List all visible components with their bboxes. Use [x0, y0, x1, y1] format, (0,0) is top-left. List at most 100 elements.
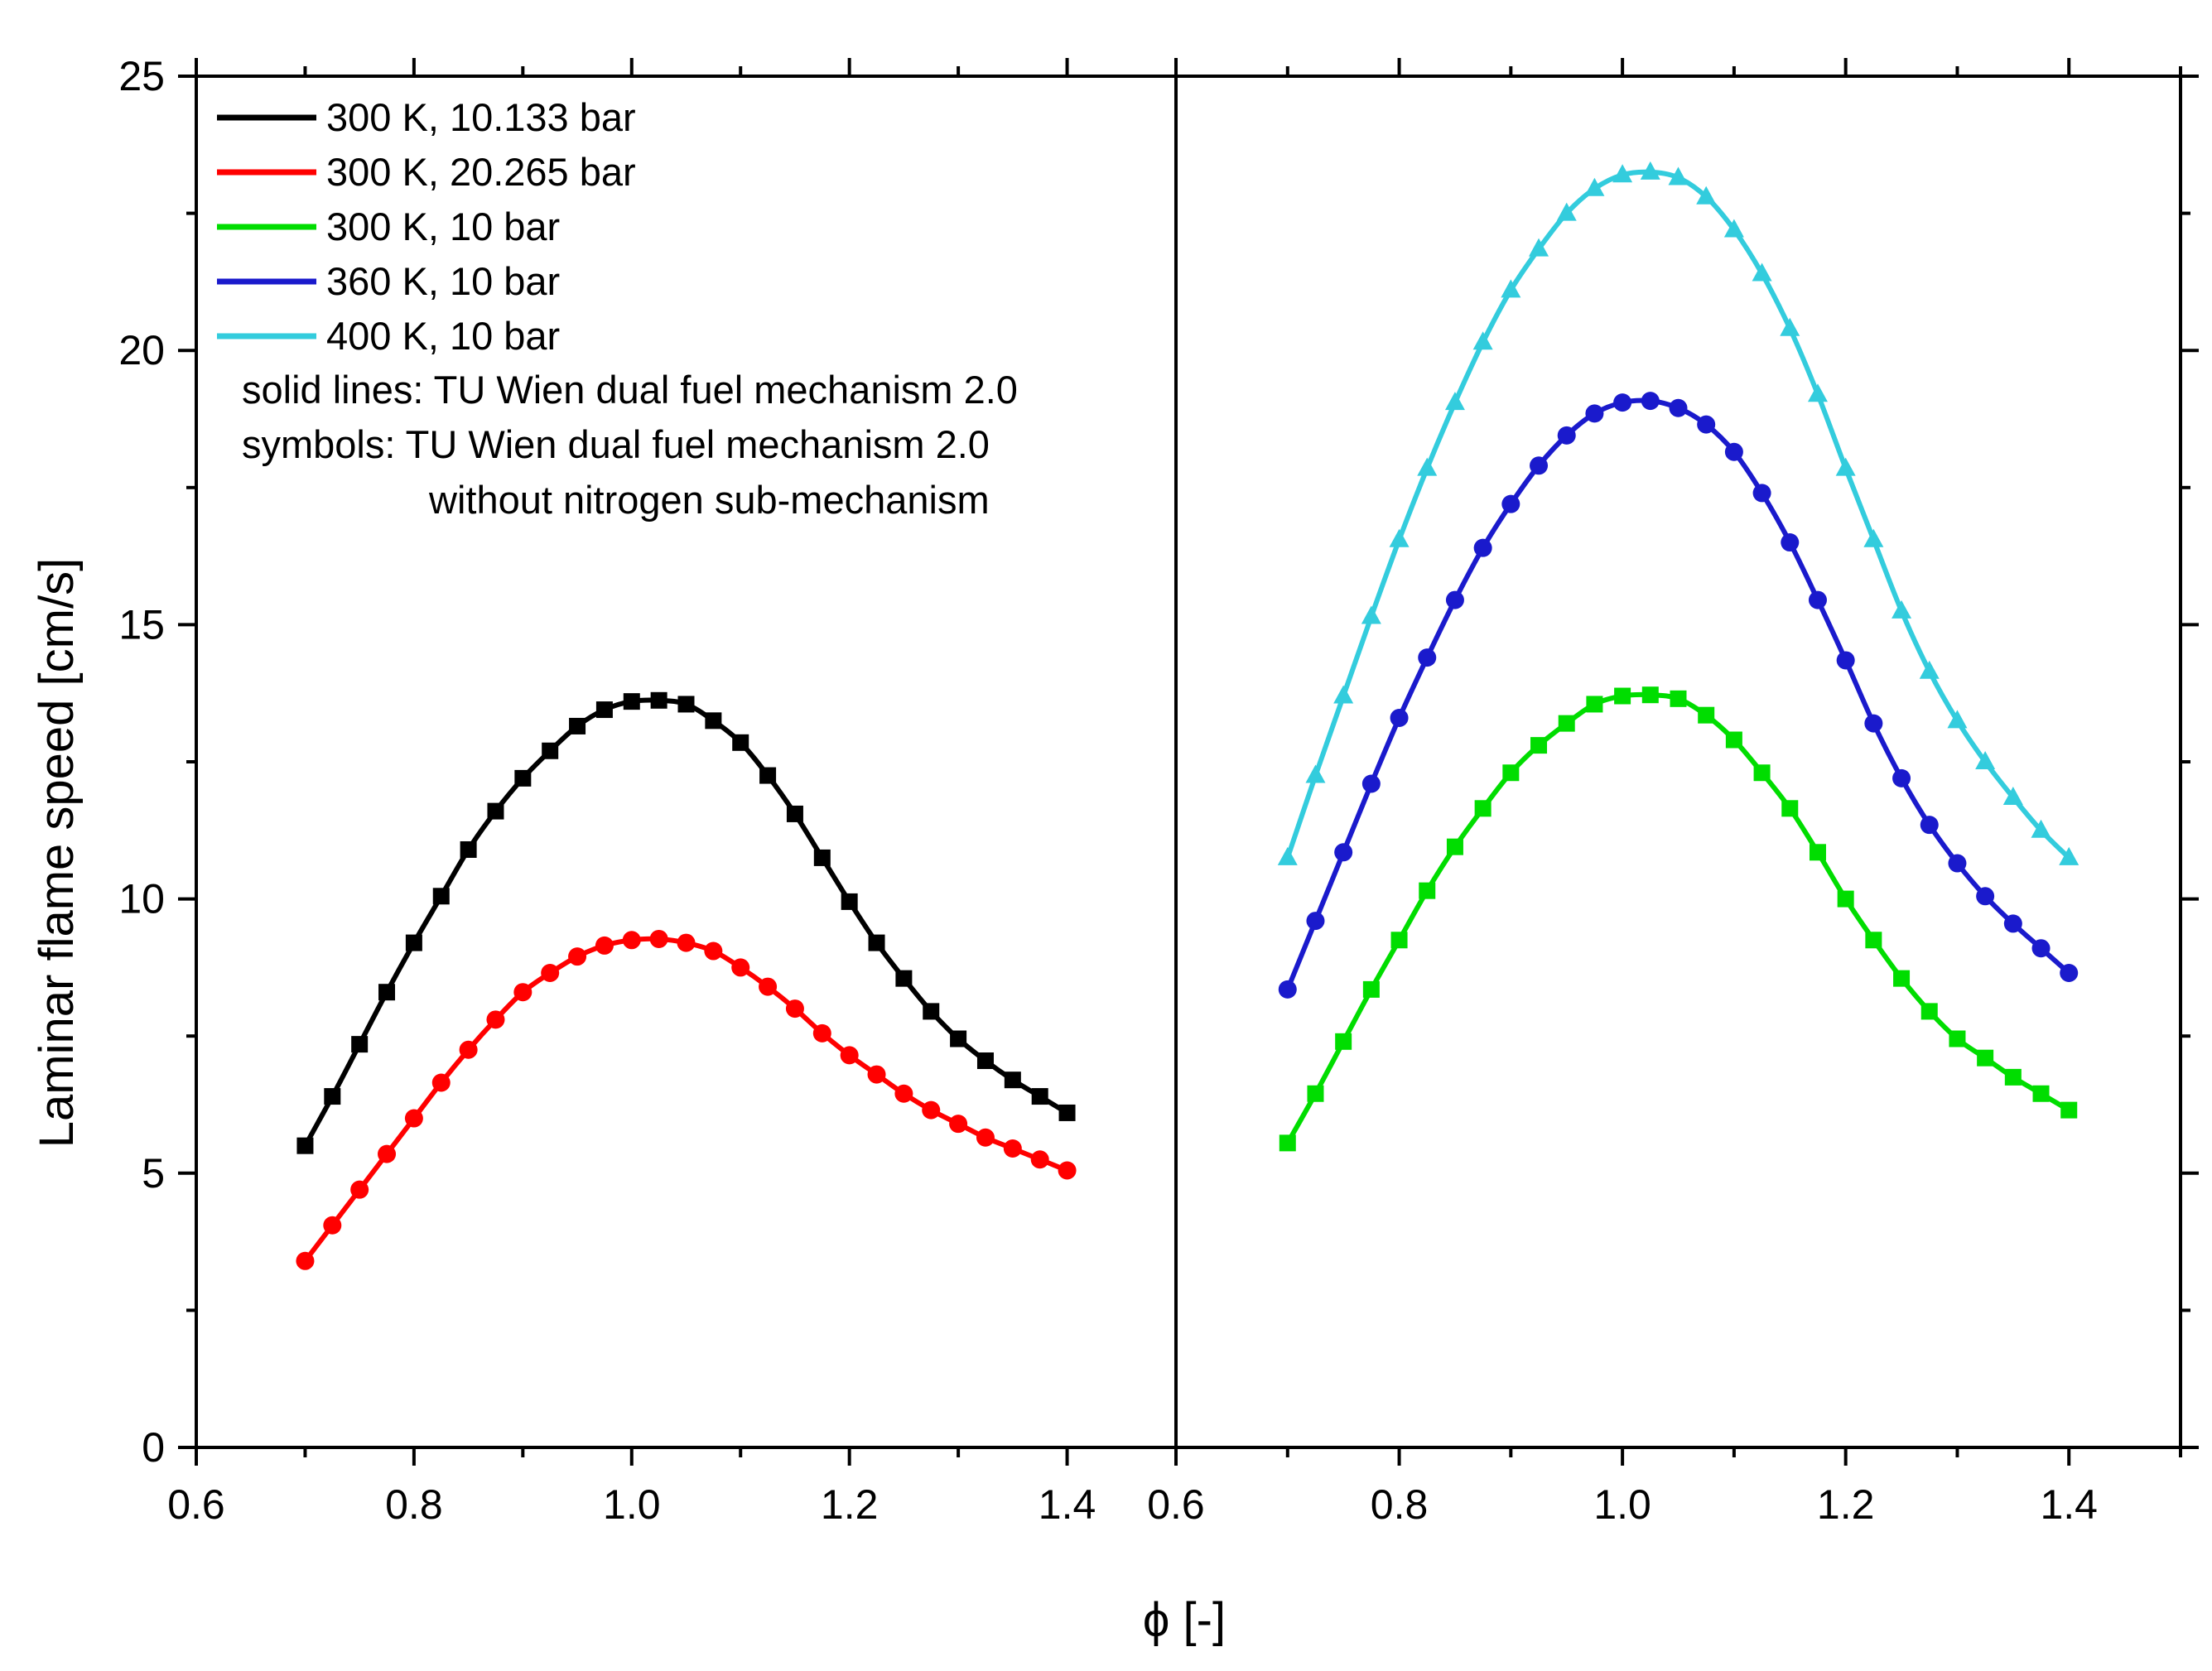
data-point-s400_10: [1612, 164, 1633, 183]
legend-entry: 400 K, 10 bar: [217, 314, 560, 358]
data-point-s400_10: [1640, 161, 1660, 180]
data-point-s400_10: [1780, 317, 1800, 336]
data-point-s360_10: [1697, 415, 1716, 434]
data-point-s400_10: [1696, 185, 1717, 205]
data-point-s300_20265: [785, 999, 804, 1018]
data-point-s300_20265: [378, 1144, 397, 1163]
data-point-s300_10: [1920, 1003, 1938, 1020]
series-line-s400_10: [1284, 169, 2071, 860]
data-point-s400_10: [1529, 238, 1549, 257]
data-point-s300_10: [1474, 800, 1492, 817]
data-point-s360_10: [1724, 442, 1743, 461]
data-point-s300_20265: [949, 1115, 968, 1134]
data-point-s300_10133: [1058, 1104, 1076, 1121]
data-point-s360_10: [1752, 484, 1771, 503]
data-point-s300_10: [1641, 686, 1659, 704]
data-point-s360_10: [1418, 648, 1437, 667]
data-point-s300_20265: [894, 1084, 913, 1103]
data-point-s300_20265: [759, 977, 778, 996]
legend-label: 300 K, 20.265 bar: [326, 150, 636, 194]
legend: solid lines: TU Wien dual fuel mechanism…: [217, 95, 1018, 522]
data-point-s300_20265: [867, 1065, 886, 1084]
x-tick-label: 1.4: [2040, 1481, 2098, 1528]
data-point-s300_20265: [677, 933, 696, 952]
data-point-s300_10133: [595, 701, 613, 719]
data-point-s300_20265: [704, 941, 723, 961]
data-point-s400_10: [1333, 685, 1354, 704]
legend-note-line2: symbols: TU Wien dual fuel mechanism 2.0: [242, 422, 990, 466]
data-point-s300_10: [1614, 687, 1631, 705]
data-point-s300_10: [1419, 882, 1436, 899]
data-point-s300_10: [1893, 970, 1911, 987]
data-point-s300_20265: [1058, 1161, 1077, 1180]
data-point-s300_20265: [595, 936, 614, 955]
data-point-s300_20265: [541, 964, 560, 983]
data-point-s360_10: [1669, 398, 1688, 417]
series-s300_10133: [296, 691, 1076, 1154]
data-point-s400_10: [1668, 166, 1689, 185]
data-point-s300_10133: [514, 769, 532, 787]
x-tick-label: 0.6: [1147, 1481, 1205, 1528]
data-point-s400_10: [1417, 457, 1438, 476]
data-point-s300_20265: [404, 1109, 423, 1128]
data-point-s400_10: [1975, 751, 1996, 769]
x-tick-label: 1.4: [1039, 1481, 1096, 1528]
data-point-s400_10: [1361, 605, 1381, 624]
data-point-s300_10: [1781, 800, 1799, 817]
data-point-s360_10: [1557, 426, 1576, 445]
data-point-s360_10: [1808, 590, 1827, 609]
data-point-s360_10: [1976, 887, 1995, 906]
x-tick-label: 1.0: [1593, 1481, 1651, 1528]
data-point-s400_10: [2002, 787, 2023, 806]
data-point-s300_20265: [568, 947, 587, 966]
data-point-s360_10: [1781, 533, 1800, 552]
data-point-s300_10: [1558, 715, 1575, 732]
data-point-s300_10133: [868, 934, 885, 951]
data-point-s360_10: [1530, 456, 1549, 475]
data-point-s360_10: [1278, 980, 1297, 999]
data-point-s360_10: [1390, 709, 1409, 728]
data-point-s300_10133: [1031, 1088, 1048, 1105]
data-point-s360_10: [1864, 714, 1883, 733]
data-point-s300_10: [1837, 890, 1854, 908]
series-layer: [296, 161, 2079, 1270]
data-point-s400_10: [1501, 279, 1521, 298]
data-point-s300_10133: [841, 893, 858, 910]
legend-entry: 300 K, 10 bar: [217, 205, 560, 248]
legend-label: 300 K, 10 bar: [326, 205, 560, 248]
data-point-s300_20265: [296, 1251, 315, 1270]
data-point-s400_10: [1947, 710, 1968, 729]
data-point-s400_10: [2031, 819, 2051, 838]
x-tick-label: 0.8: [385, 1481, 443, 1528]
legend-entry: 300 K, 20.265 bar: [217, 150, 636, 194]
data-point-s300_10: [1362, 980, 1380, 998]
data-point-s400_10: [1835, 457, 1856, 476]
data-point-s300_20265: [323, 1216, 342, 1235]
data-point-s360_10: [1836, 651, 1855, 670]
data-point-s300_10: [1502, 764, 1520, 782]
data-point-s300_10: [1977, 1049, 1994, 1067]
data-point-s300_10: [1307, 1085, 1324, 1102]
data-point-s300_20265: [459, 1040, 478, 1059]
x-tick-label: 1.2: [1817, 1481, 1875, 1528]
data-point-s300_10: [2032, 1085, 2050, 1102]
data-point-s300_10: [1335, 1033, 1352, 1050]
data-point-s360_10: [1641, 392, 1660, 411]
data-point-s300_10: [1809, 844, 1826, 861]
data-point-s300_20265: [513, 983, 533, 1002]
data-point-s300_10133: [759, 767, 777, 784]
data-point-s360_10: [1613, 393, 1632, 412]
data-point-s360_10: [1948, 854, 1967, 873]
series-line-s300_10133: [302, 697, 1069, 1148]
data-point-s300_10: [1865, 932, 1882, 949]
data-point-s300_10: [1279, 1134, 1296, 1152]
series-s360_10: [1278, 392, 2079, 999]
data-point-s400_10: [1556, 202, 1577, 221]
data-point-s400_10: [1892, 600, 1912, 619]
data-point-s300_10133: [895, 970, 913, 987]
x-tick-label: 0.6: [167, 1481, 225, 1528]
data-point-s300_10133: [378, 984, 396, 1001]
data-point-s300_10133: [324, 1088, 341, 1105]
legend-label: 360 K, 10 bar: [326, 259, 560, 303]
